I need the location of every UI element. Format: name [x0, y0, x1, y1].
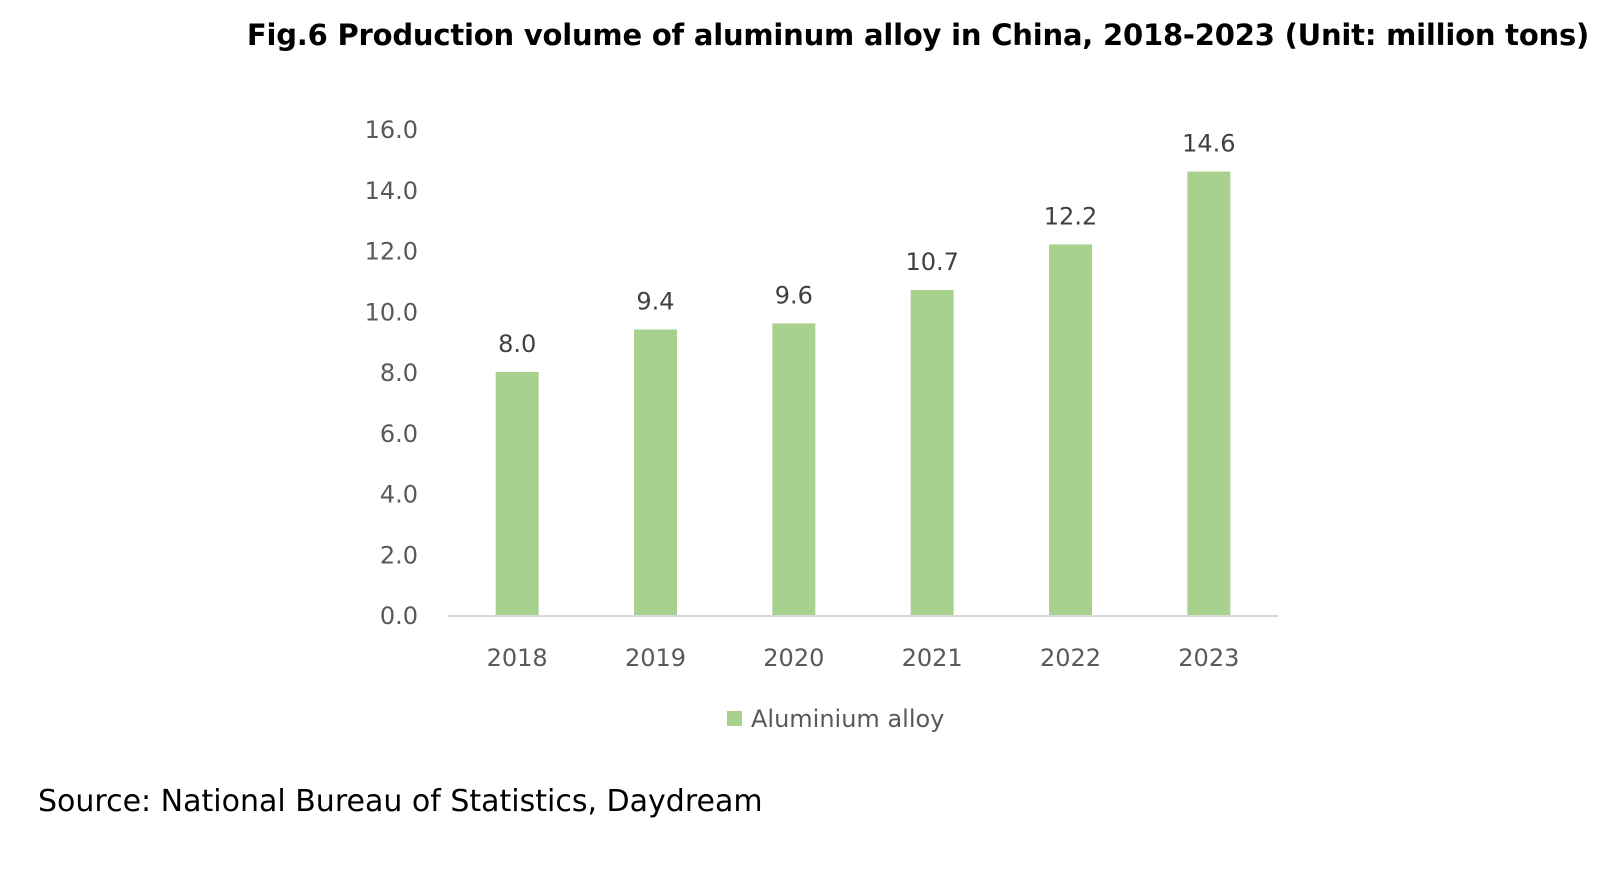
bar-2021 — [910, 289, 954, 615]
data-label-2021: 10.7 — [905, 248, 958, 276]
x-tick-label-2023: 2023 — [1178, 644, 1239, 672]
bars — [495, 171, 1231, 616]
bar-2019 — [634, 329, 677, 615]
x-tick-label-2021: 2021 — [902, 644, 963, 672]
x-tick-label-2020: 2020 — [763, 644, 824, 672]
x-axis-ticks: 2018 2019 2020 2021 2022 2023 — [487, 644, 1240, 672]
y-tick-label: 6.0 — [380, 420, 418, 448]
data-labels: 8.0 9.4 9.6 10.7 12.2 14.6 — [498, 130, 1235, 358]
y-tick-label: 2.0 — [380, 541, 418, 569]
source-note: Source: National Bureau of Statistics, D… — [38, 784, 763, 819]
y-tick-label: 4.0 — [380, 481, 418, 509]
legend-label: Aluminium alloy — [751, 705, 944, 733]
y-tick-label: 8.0 — [380, 359, 418, 387]
bar-2018 — [495, 372, 539, 615]
data-label-2019: 9.4 — [636, 287, 674, 315]
y-tick-label: 0.0 — [380, 602, 418, 630]
y-tick-label: 14.0 — [365, 177, 418, 205]
legend: Aluminium alloy — [727, 705, 944, 733]
y-axis-ticks: 0.0 2.0 4.0 6.0 8.0 10.0 12.0 14.0 16.0 — [365, 116, 418, 630]
data-label-2018: 8.0 — [498, 330, 536, 358]
bar-2023 — [1187, 171, 1231, 615]
y-tick-label: 16.0 — [365, 116, 418, 144]
bar-2020 — [772, 323, 816, 615]
data-label-2023: 14.6 — [1182, 130, 1235, 158]
bar-2022 — [1049, 244, 1092, 616]
x-tick-label-2018: 2018 — [487, 644, 548, 672]
y-tick-label: 12.0 — [365, 238, 418, 266]
x-tick-label-2022: 2022 — [1040, 644, 1101, 672]
data-label-2020: 9.6 — [775, 281, 813, 309]
data-label-2022: 12.2 — [1044, 202, 1097, 230]
x-tick-label-2019: 2019 — [625, 644, 686, 672]
y-tick-label: 10.0 — [365, 298, 418, 326]
legend-swatch — [727, 711, 742, 726]
chart-title: Fig.6 Production volume of aluminum allo… — [246, 18, 1590, 52]
